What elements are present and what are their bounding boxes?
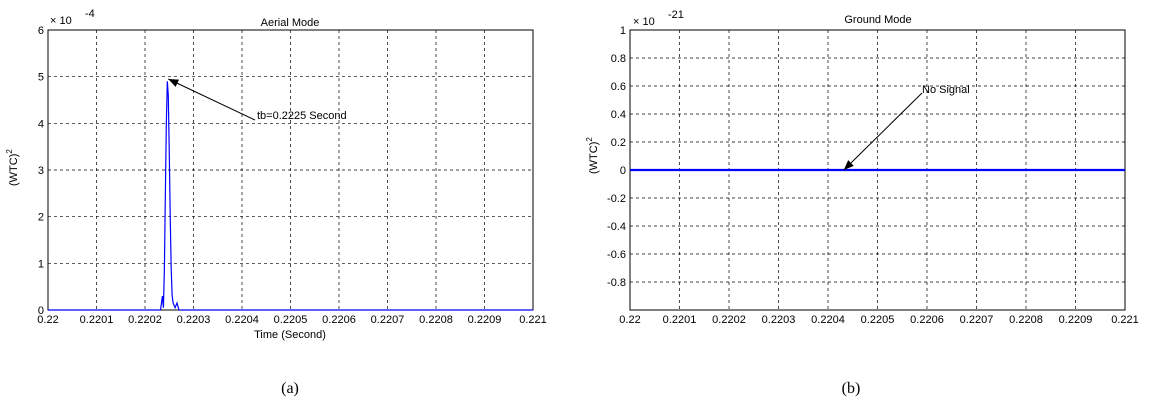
y-tick-label: 0.2 <box>611 137 626 149</box>
x-tick-label: 0.2206 <box>910 314 944 326</box>
annotation-a: tb=0.2225 Second <box>168 78 347 122</box>
x-tick-label: 0.2209 <box>1059 314 1093 326</box>
x-tick-label: 0.221 <box>519 314 547 326</box>
y-tick-label: 0 <box>620 165 626 177</box>
caption-a: (a) <box>281 380 299 397</box>
y-tick-labels-b: -0.8 -0.6 -0.4 -0.2 0 0.2 0.4 0.6 0.8 1 <box>607 25 626 289</box>
x-tick-label: 0.22 <box>37 314 58 326</box>
y-tick-label: 2 <box>38 212 44 224</box>
y-tick-label: -0.2 <box>607 193 626 205</box>
annotation-arrowhead-a <box>168 79 180 87</box>
y-tick-label: 0.8 <box>611 53 626 65</box>
x-tick-label: 0.2205 <box>274 314 308 326</box>
x-tick-label: 0.2207 <box>371 314 405 326</box>
y-tick-labels-a: 0 1 2 3 4 5 6 <box>38 25 44 317</box>
y-multiplier-b: × 10 -21 <box>633 9 684 28</box>
grid-a <box>48 30 533 310</box>
x-tick-label: 0.22 <box>619 314 640 326</box>
x-tick-label: 0.2201 <box>663 314 697 326</box>
y-tick-label: 0.6 <box>611 81 626 93</box>
annotation-text-a: tb=0.2225 Second <box>257 110 347 122</box>
y-multiplier-a: × 10 -4 <box>50 8 95 27</box>
svg-text:(WTC)2: (WTC)2 <box>585 137 600 174</box>
svg-text:× 10: × 10 <box>633 16 655 28</box>
series-a <box>48 81 533 311</box>
x-tick-labels-a: 0.22 0.2201 0.2202 0.2203 0.2204 0.2205 0.2206… <box>37 314 546 326</box>
y-tick-label: 3 <box>38 165 44 177</box>
caption-b: (b) <box>842 380 861 397</box>
x-tick-label: 0.2204 <box>225 314 259 326</box>
x-tick-label: 0.2207 <box>960 314 994 326</box>
y-tick-label: 0.4 <box>611 109 626 121</box>
y-tick-label: 1 <box>620 25 626 37</box>
annotation-arrow-a <box>168 78 256 121</box>
svg-text:-4: -4 <box>85 8 95 20</box>
y-axis-label-b: (WTC)2 <box>585 137 600 174</box>
x-tick-label: 0.2203 <box>762 314 796 326</box>
y-tick-label: 6 <box>38 25 44 37</box>
y-tick-label: -0.4 <box>607 221 626 233</box>
x-axis-label-a: Time (Second) <box>254 329 326 341</box>
annotation-b: No Signal <box>843 84 970 171</box>
x-tick-labels-b: 0.22 0.2201 0.2202 0.2203 0.2204 0.2205 0.2206… <box>619 314 1138 326</box>
y-tick-label: 5 <box>38 72 44 84</box>
x-tick-label: 0.2203 <box>177 314 211 326</box>
svg-text:(WTC)2: (WTC)2 <box>5 149 20 186</box>
y-tick-label: 0 <box>38 305 44 317</box>
annotation-text-b: No Signal <box>922 84 970 96</box>
annotation-arrowhead-b <box>843 160 854 170</box>
svg-text:× 10: × 10 <box>50 15 72 27</box>
x-tick-label: 0.221 <box>1111 314 1139 326</box>
x-tick-label: 0.2205 <box>861 314 895 326</box>
x-tick-label: 0.2208 <box>419 314 453 326</box>
y-tick-label: -0.6 <box>607 249 626 261</box>
y-tick-label: -0.8 <box>607 277 626 289</box>
chart-aerial-mode: 0.22 0.2201 0.2202 0.2203 0.2204 0.2205 0.2206… <box>5 8 547 397</box>
y-tick-label: 4 <box>38 118 44 130</box>
annotation-arrow-b <box>843 92 923 171</box>
svg-text:-21: -21 <box>668 9 684 21</box>
chart-title-a: Aerial Mode <box>261 17 320 29</box>
y-tick-label: 1 <box>38 258 44 270</box>
x-tick-label: 0.2208 <box>1009 314 1043 326</box>
chart-ground-mode: 0.22 0.2201 0.2202 0.2203 0.2204 0.2205 0.2206… <box>585 9 1139 397</box>
y-axis-label-a: (WTC)2 <box>5 149 20 186</box>
series-line <box>48 81 533 311</box>
x-tick-label: 0.2202 <box>712 314 746 326</box>
x-tick-label: 0.2209 <box>468 314 502 326</box>
x-tick-label: 0.2201 <box>80 314 114 326</box>
x-tick-label: 0.2202 <box>128 314 162 326</box>
x-tick-label: 0.2204 <box>811 314 845 326</box>
chart-title-b: Ground Mode <box>844 14 911 26</box>
x-tick-label: 0.2206 <box>322 314 356 326</box>
